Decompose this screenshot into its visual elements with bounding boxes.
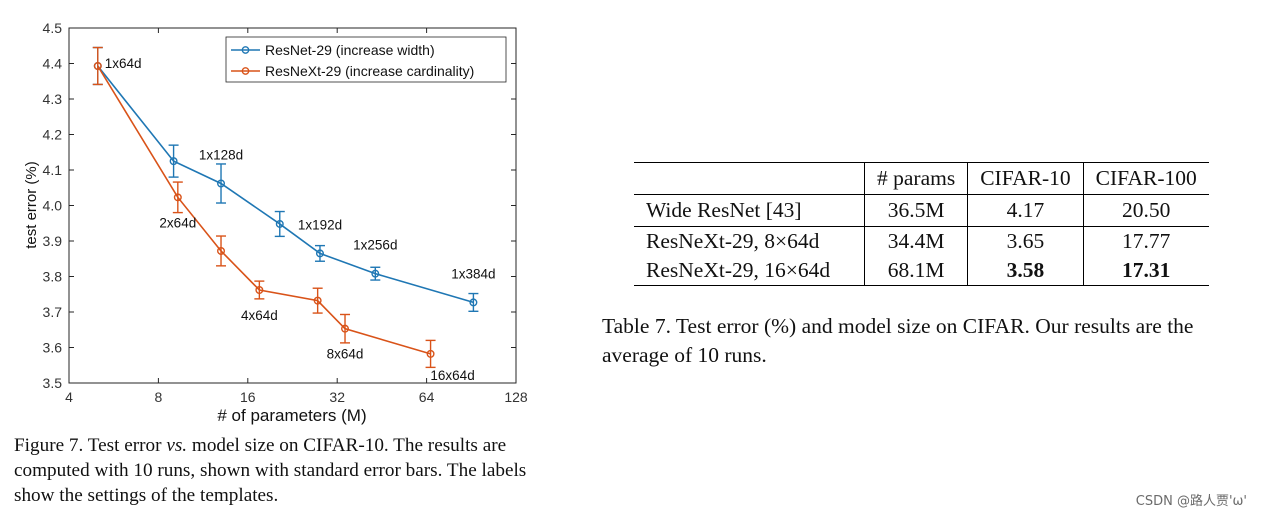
table-cell-cifar10: 3.58	[967, 256, 1084, 286]
table-caption: Table 7. Test error (%) and model size o…	[602, 314, 1194, 367]
figure-caption-prefix: Figure 7. Test error	[14, 435, 167, 456]
legend-marker-resnext	[241, 67, 250, 75]
y-tick-label: 3.8	[43, 269, 63, 285]
table-row: Wide ResNet [43] 36.5M 4.17 20.50	[634, 194, 1209, 227]
table-header-params: # params	[863, 162, 968, 195]
table-cell-params: 34.4M	[863, 226, 968, 256]
table-cell-params: 68.1M	[863, 256, 968, 286]
figure-caption-italic: vs.	[166, 435, 188, 456]
x-tick-label: 64	[419, 389, 435, 405]
point-label: 2x64d	[159, 215, 196, 230]
y-tick-label: 4.1	[43, 162, 63, 178]
table-cell-cifar100: 17.31	[1082, 256, 1209, 286]
table-row: ResNeXt-29, 8×64d 34.4M 3.65 17.77	[634, 226, 1209, 256]
point-label: 8x64d	[327, 347, 364, 362]
y-tick-label: 4.0	[43, 198, 63, 214]
point-label: 1x128d	[199, 147, 243, 162]
data-point-resnet	[371, 269, 380, 278]
data-point-resnext	[313, 296, 322, 305]
table-cell-model: ResNeXt-29, 8×64d	[646, 229, 820, 253]
point-label: 16x64d	[430, 368, 474, 383]
legend-label-resnext: ResNeXt-29 (increase cardinality)	[265, 63, 474, 79]
data-point-resnet	[469, 298, 478, 307]
x-tick-label: 32	[329, 389, 345, 405]
y-tick-label: 4.5	[43, 20, 63, 36]
plot-area	[68, 27, 517, 384]
table-header-cifar100: CIFAR-100	[1082, 162, 1209, 195]
x-tick-label: 4	[65, 389, 73, 405]
data-point-resnext	[255, 285, 264, 294]
legend-label-resnet: ResNet-29 (increase width)	[265, 42, 435, 58]
table-cell-cifar10: 4.17	[967, 194, 1084, 227]
chart: 3.5 3.6 3.7 3.8 3.9 4.0 4.1 4.2 4.3 4.4 4.5 4 8 16 32 6…	[23, 20, 528, 425]
watermark: CSDN @路人贾'ω'	[1135, 494, 1247, 509]
y-tick-label: 3.6	[43, 340, 63, 356]
table-cell-cifar100: 20.50	[1082, 194, 1209, 227]
table-cell-model: ResNeXt-29, 16×64d	[634, 256, 865, 286]
x-tick-label: 16	[240, 389, 256, 405]
point-label: 1x64d	[105, 56, 142, 71]
table-header-row: # params CIFAR-10 CIFAR-100	[634, 162, 1209, 195]
table-cell-params: 36.5M	[863, 194, 968, 227]
table-row: ResNeXt-29, 16×64d 68.1M 3.58 17.31	[634, 256, 1209, 286]
point-label: 1x192d	[298, 217, 342, 232]
data-point-resnet	[275, 219, 284, 228]
y-tick-label: 4.4	[43, 56, 63, 72]
results-table: # params CIFAR-10 CIFAR-100 Wide ResNet …	[634, 162, 1209, 286]
data-point-resnext	[173, 193, 182, 202]
table-cell-model: Wide ResNet [43]	[634, 194, 865, 227]
y-tick-label: 4.2	[43, 127, 63, 143]
results-table-wrapper: # params CIFAR-10 CIFAR-100 Wide ResNet …	[634, 162, 1209, 286]
table-header-cifar10: CIFAR-10	[967, 162, 1084, 195]
table-cell-cifar10: 3.65	[967, 226, 1084, 256]
figure-caption: Figure 7. Test error vs. model size on C…	[14, 433, 554, 508]
data-point-resnext	[341, 324, 350, 333]
x-tick-label: 8	[155, 389, 163, 405]
y-axis-label: test error (%)	[23, 161, 40, 249]
table-cell-cifar100: 17.77	[1082, 226, 1209, 256]
x-axis-label: # of parameters (M)	[217, 406, 366, 425]
data-point-resnext	[426, 349, 435, 358]
point-label: 1x384d	[451, 266, 495, 281]
y-tick-label: 3.9	[43, 233, 63, 249]
x-tick-label: 128	[504, 389, 528, 405]
legend: ResNet-29 (increase width) ResNeXt-29 (i…	[225, 36, 507, 83]
y-tick-label: 4.3	[43, 91, 63, 107]
legend-box	[225, 36, 507, 83]
point-label: 1x256d	[353, 238, 397, 253]
y-tick-label: 3.5	[43, 375, 63, 391]
data-point-resnet	[217, 179, 226, 188]
table-header-cell	[634, 162, 865, 195]
figure-caption-rest: model size on CIFAR-10. The results are …	[14, 435, 527, 506]
legend-marker-resnet	[241, 46, 250, 54]
data-point-resnext	[217, 246, 226, 255]
data-point-resnet	[315, 249, 324, 258]
point-label: 4x64d	[241, 308, 278, 323]
data-point-resnet	[169, 157, 178, 166]
data-point-resnext	[93, 61, 102, 70]
y-tick-label: 3.7	[43, 304, 63, 320]
